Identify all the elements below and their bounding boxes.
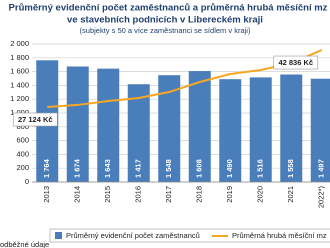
chart-title-line2: ve stavebních podnicích v Libereckém kra…: [67, 15, 263, 26]
y-tick-label: 2 000: [10, 39, 29, 48]
bar: [127, 84, 150, 182]
x-tick-label: 2014: [73, 186, 82, 203]
x-tick-label: 2020: [256, 186, 265, 203]
x-tick-label: 2021: [286, 186, 295, 203]
x-tick-label: 2019: [225, 186, 234, 203]
bar-value-label: 1 497: [317, 159, 326, 178]
y-tick-label: 1 200: [10, 94, 29, 103]
bar-value-label: 1 643: [103, 159, 112, 178]
annotation-box: [12, 112, 58, 127]
annotation: 42 836 Kč: [278, 58, 313, 67]
x-tick-label: 2017: [164, 186, 173, 203]
x-tick-label: 2018: [195, 186, 204, 203]
bar: [280, 74, 303, 182]
bar: [66, 66, 89, 182]
y-tick-label: 1 600: [10, 67, 29, 76]
legend-box: [49, 228, 330, 243]
footnote: odběžné údaje: [0, 240, 49, 248]
y-tick-label: 400: [16, 149, 29, 158]
bar-value-label: 1 548: [164, 159, 173, 178]
bar-value-label: 1 417: [134, 159, 143, 178]
legend-label: Průměrný evidenční počet zaměstnanců: [66, 231, 200, 240]
y-tick-label: 1 000: [10, 108, 29, 117]
y-tick-label: 600: [16, 136, 29, 145]
x-tick-label: 2022*): [317, 186, 326, 209]
legend-label: Průměrná hrubá měsíční mz: [232, 231, 327, 240]
y-tick-label: 1 400: [10, 80, 29, 89]
chart-subtitle: (subjekty s 50 a více zaměstnanci se síd…: [80, 26, 251, 35]
chart-title: Průměrný evidenční počet zaměstnanců a p…: [9, 3, 328, 14]
legend-swatch: [55, 232, 62, 239]
x-tick-label: 2015: [103, 186, 112, 203]
x-tick-label: 2016: [134, 186, 143, 203]
y-tick-label: 0: [25, 177, 29, 186]
bar-value-label: 1 608: [195, 159, 204, 178]
bar: [310, 78, 330, 182]
bar: [188, 71, 211, 182]
y-tick-label: 1 800: [10, 53, 29, 62]
bar: [97, 68, 120, 182]
bar: [249, 77, 272, 182]
bar-value-label: 1 490: [225, 159, 234, 178]
bar-value-label: 1 558: [286, 159, 295, 178]
y-tick-label: 200: [16, 163, 29, 172]
x-tick-label: 2013: [42, 186, 51, 203]
bar-value-label: 1 764: [42, 158, 51, 178]
bar: [158, 75, 181, 182]
annotation-box: [273, 55, 319, 70]
annotation: 27 124 Kč: [18, 115, 53, 124]
bar-value-label: 1 516: [256, 159, 265, 178]
bar-value-label: 1 674: [73, 158, 82, 178]
bar: [219, 79, 242, 182]
